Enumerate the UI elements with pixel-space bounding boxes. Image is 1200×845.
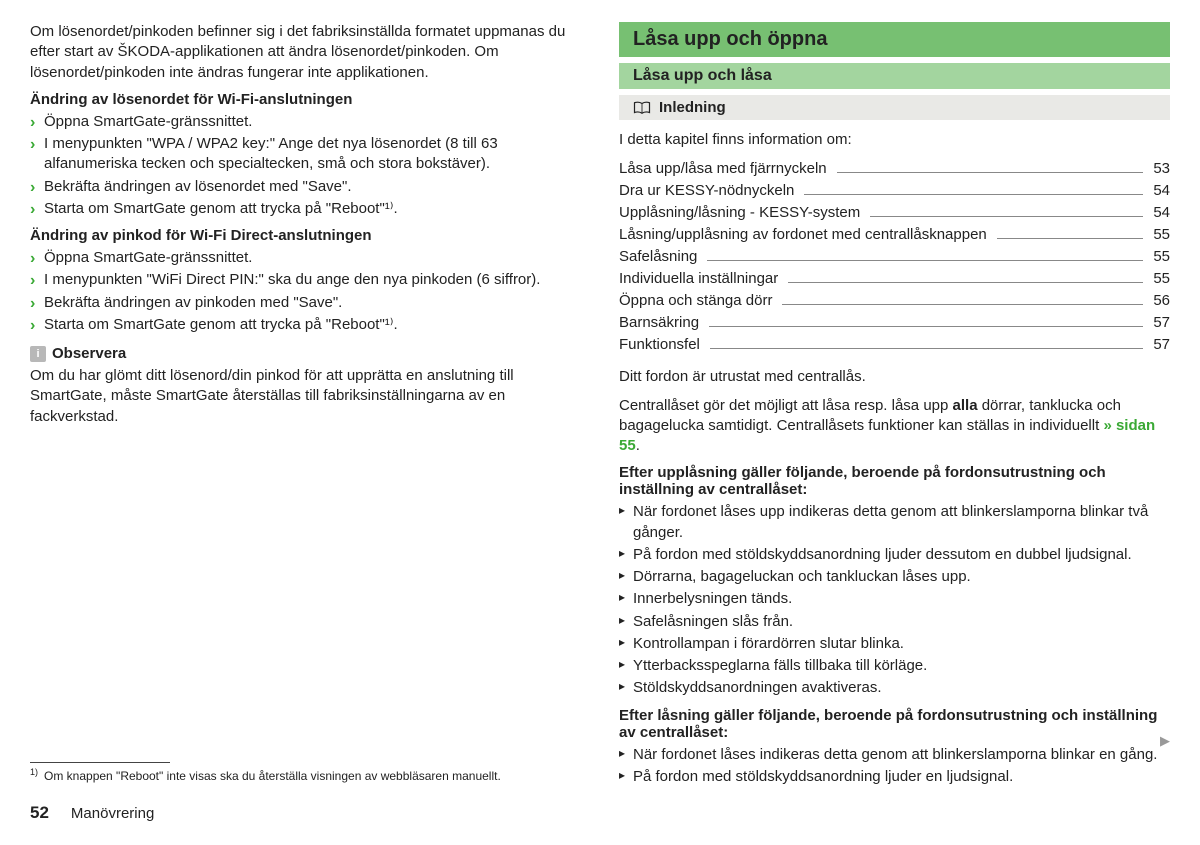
toc-row: Individuella inställningar 55 [619,268,1170,289]
lock-list: När fordonet låses indikeras detta genom… [619,745,1170,788]
list-item: Starta om SmartGate genom att trycka på … [30,199,581,219]
toc-label: Öppna och stänga dörr [619,290,778,311]
list-item: I menypunkten "WPA / WPA2 key:" Ange det… [30,134,581,175]
h2-title: Låsa upp och låsa [619,63,1170,89]
unlock-list: När fordonet låses upp indikeras detta g… [619,502,1170,698]
toc-row: Öppna och stänga dörr 56 [619,290,1170,311]
toc-page: 55 [1147,246,1170,267]
list-item: Safelåsningen slås från. [619,612,1170,632]
body-paragraph: Centrallåset gör det möjligt att låsa re… [619,396,1170,457]
table-of-contents: Låsa upp/låsa med fjärrnyckeln 53 Dra ur… [619,158,1170,355]
toc-intro: I detta kapitel finns information om: [619,130,1170,150]
toc-label: Upplåsning/låsning - KESSY-system [619,202,866,223]
list-item: Starta om SmartGate genom att trycka på … [30,315,581,335]
toc-page: 53 [1147,158,1170,179]
list-item: När fordonet låses indikeras detta genom… [619,745,1170,765]
toc-row: Safelåsning 55 [619,246,1170,267]
page-section-label: Manövrering [71,805,154,822]
toc-page: 54 [1147,202,1170,223]
toc-page: 54 [1147,180,1170,201]
info-icon: i [30,346,46,362]
toc-page: 57 [1147,334,1170,355]
list-item: Öppna SmartGate-gränssnittet. [30,248,581,268]
list-item: I menypunkten "WiFi Direct PIN:" ska du … [30,270,581,290]
toc-leader [870,216,1143,217]
toc-page: 55 [1147,224,1170,245]
text: Centrallåset gör det möjligt att låsa re… [619,397,953,414]
toc-leader [997,238,1144,239]
toc-row: Barnsäkring 57 [619,312,1170,333]
wifidirect-steps-list: Öppna SmartGate-gränssnittet. I menypunk… [30,248,581,335]
toc-row: Upplåsning/låsning - KESSY-system 54 [619,202,1170,223]
toc-row: Låsa upp/låsa med fjärrnyckeln 53 [619,158,1170,179]
toc-page: 55 [1147,268,1170,289]
observera-heading: i Observera [30,345,581,362]
h3-title: Inledning [619,95,1170,120]
bold-text: alla [953,397,978,414]
toc-label: Funktionsfel [619,334,706,355]
continue-indicator-icon: ▶ [1160,733,1170,749]
list-item: När fordonet låses upp indikeras detta g… [619,502,1170,543]
wifi-steps-list: Öppna SmartGate-gränssnittet. I menypunk… [30,112,581,219]
footnote-block: 1) Om knappen "Reboot" inte visas ska du … [30,762,590,785]
list-item: Öppna SmartGate-gränssnittet. [30,112,581,132]
toc-label: Låsning/upplåsning av fordonet med centr… [619,224,993,245]
toc-label: Barnsäkring [619,312,705,333]
list-item: Bekräfta ändringen av lösenordet med "Sa… [30,177,581,197]
h3-label: Inledning [659,99,726,116]
list-item: Kontrollampan i förardörren slutar blink… [619,634,1170,654]
toc-row: Funktionsfel 57 [619,334,1170,355]
list-item: Dörrarna, bagageluckan och tankluckan lå… [619,567,1170,587]
toc-leader [788,282,1143,283]
toc-leader [707,260,1143,261]
left-column: Om lösenordet/pinkoden befinner sig i de… [30,22,585,795]
wifi-heading: Ändring av lösenordet för Wi-Fi-anslutni… [30,91,581,108]
observera-text: Om du har glömt ditt lösenord/din pinkod… [30,366,581,427]
h1-title: Låsa upp och öppna [619,22,1170,57]
unlock-heading: Efter upplåsning gäller följande, beroen… [619,464,1170,498]
text: . [636,437,640,454]
footnote: 1) Om knappen "Reboot" inte visas ska du … [30,767,590,785]
list-item: På fordon med stöldskyddsanordning ljude… [619,767,1170,787]
page-footer: 52 Manövrering [30,803,154,823]
toc-row: Dra ur KESSY-nödnyckeln 54 [619,180,1170,201]
toc-row: Låsning/upplåsning av fordonet med centr… [619,224,1170,245]
list-item: Stöldskyddsanordningen avaktiveras. [619,678,1170,698]
toc-leader [782,304,1143,305]
footnote-number: 1) [30,767,38,777]
intro-paragraph: Om lösenordet/pinkoden befinner sig i de… [30,22,581,83]
toc-label: Låsa upp/låsa med fjärrnyckeln [619,158,833,179]
footnote-text: Om knappen "Reboot" inte visas ska du åt… [44,769,501,783]
toc-label: Safelåsning [619,246,703,267]
toc-leader [804,194,1143,195]
toc-leader [710,348,1143,349]
book-icon [633,101,651,115]
body-paragraph: Ditt fordon är utrustat med centrallås. [619,367,1170,387]
toc-page: 57 [1147,312,1170,333]
list-item: Bekräfta ändringen av pinkoden med "Save… [30,293,581,313]
list-item: Innerbelysningen tänds. [619,589,1170,609]
toc-leader [837,172,1144,173]
toc-label: Individuella inställningar [619,268,784,289]
page-number: 52 [30,803,49,823]
toc-page: 56 [1147,290,1170,311]
list-item: Ytterbacksspeglarna fälls tillbaka till … [619,656,1170,676]
toc-leader [709,326,1143,327]
right-column: Låsa upp och öppna Låsa upp och låsa Inl… [615,22,1170,795]
toc-label: Dra ur KESSY-nödnyckeln [619,180,800,201]
wifidirect-heading: Ändring av pinkod för Wi-Fi Direct-anslu… [30,227,581,244]
observera-label: Observera [52,345,126,362]
footnote-rule [30,762,170,763]
list-item: På fordon med stöldskyddsanordning ljude… [619,545,1170,565]
lock-heading: Efter låsning gäller följande, beroende … [619,707,1170,741]
